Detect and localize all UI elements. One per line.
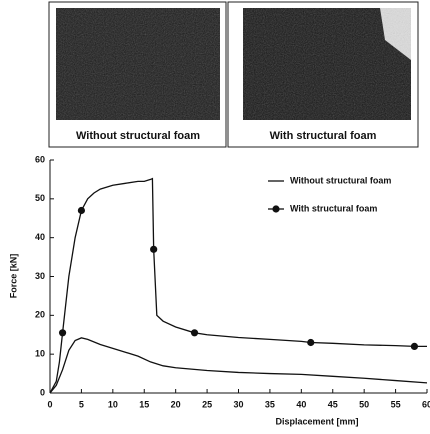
x-tick-label: 60 (422, 399, 430, 409)
series-line (49, 337, 428, 394)
photo-panel: Without structural foam (48, 1, 227, 148)
x-tick-label: 35 (265, 399, 275, 409)
photo-frame (227, 1, 419, 148)
photo-frame (48, 1, 227, 148)
chart: Displacement [mm] Force [kN] 01020304050… (8, 154, 430, 426)
x-tick-label: 10 (108, 399, 118, 409)
photo-panel: With structural foam (227, 1, 419, 148)
data-point (190, 329, 199, 337)
y-tick-label: 10 (35, 349, 45, 359)
y-tick-label: 60 (35, 154, 45, 164)
data-point (58, 329, 67, 337)
x-tick-label: 30 (233, 399, 243, 409)
x-tick-label: 20 (171, 399, 181, 409)
legend-label: With structural foam (290, 203, 377, 213)
y-tick-label: 20 (35, 310, 45, 320)
data-point (77, 206, 86, 215)
y-tick-label: 40 (35, 232, 45, 242)
photo-caption: With structural foam (270, 130, 377, 142)
y-tick-label: 50 (35, 193, 45, 203)
x-tick-label: 50 (359, 399, 369, 409)
data-point (410, 342, 419, 350)
y-axis-label: Force [kN] (8, 254, 18, 299)
x-axis-label: Displacement [mm] (275, 416, 358, 426)
x-tick-label: 55 (391, 399, 401, 409)
photo-texture (243, 8, 411, 120)
data-point (307, 338, 315, 347)
legend-label: Without structural foam (290, 175, 391, 185)
y-tick-label: 30 (35, 271, 45, 281)
x-tick-label: 5 (79, 399, 84, 409)
x-tick-label: 45 (328, 399, 338, 409)
legend-marker (272, 205, 280, 213)
photo-caption: Without structural foam (76, 130, 200, 142)
photo-texture (56, 8, 220, 120)
data-point (150, 245, 158, 253)
x-tick-label: 25 (202, 399, 212, 409)
x-tick-label: 0 (47, 399, 52, 409)
x-tick-label: 40 (296, 399, 306, 409)
x-tick-label: 15 (139, 399, 149, 409)
y-tick-label: 0 (40, 387, 45, 397)
